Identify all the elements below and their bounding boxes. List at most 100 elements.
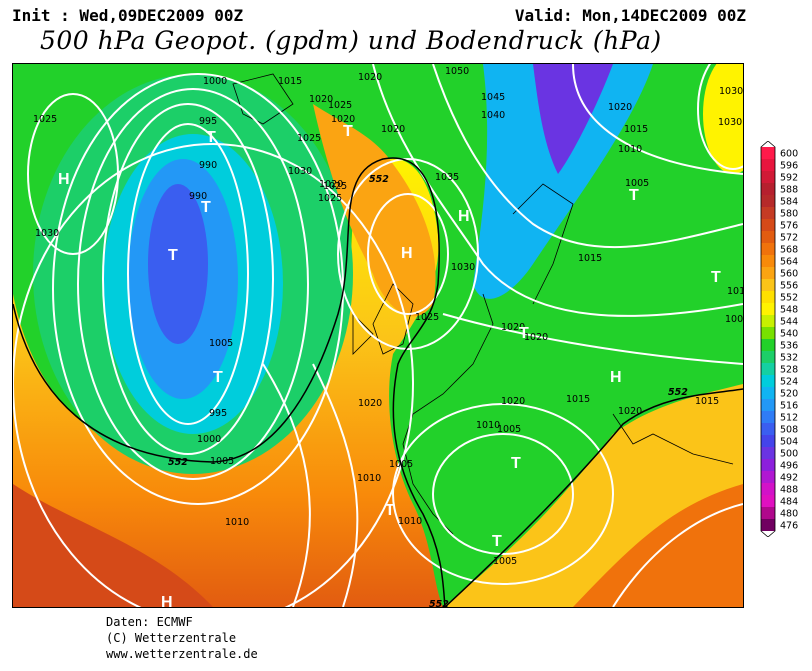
legend-swatch: [761, 195, 775, 207]
pressure-label: 1020: [358, 398, 382, 409]
legend-label: 484: [780, 497, 798, 508]
legend-swatch: [761, 507, 775, 519]
pressure-label: 1020: [358, 72, 382, 83]
legend-label: 588: [780, 185, 798, 196]
pressure-label: 1025: [328, 100, 352, 111]
pressure-label: 1020: [381, 124, 405, 135]
pressure-label: 1020: [524, 332, 548, 343]
legend-label: 480: [780, 509, 798, 520]
pressure-label: 1010: [618, 144, 642, 155]
coastlines: [232, 73, 734, 535]
legend-swatch: [761, 243, 775, 255]
legend-swatch: [761, 483, 775, 495]
pressure-labels: 1000 1005 1015 1020 1020 1050 995 1025 1…: [33, 66, 744, 567]
pressure-label: 1040: [481, 110, 505, 121]
pressure-label: 1030: [288, 166, 312, 177]
pressure-label: 1005: [209, 338, 233, 349]
low-center: T: [201, 199, 211, 216]
weather-map: 1000 1005 1015 1020 1020 1050 995 1025 1…: [12, 63, 744, 608]
pressure-label: 1000: [197, 434, 221, 445]
legend-swatch: [761, 171, 775, 183]
legend-label: 568: [780, 245, 798, 256]
legend-swatch: [761, 231, 775, 243]
pressure-label: 1015: [727, 286, 744, 297]
legend-swatch: [761, 303, 775, 315]
high-center: H: [401, 245, 413, 262]
low-center: T: [343, 123, 353, 140]
legend-swatch: [761, 399, 775, 411]
pressure-label: 995: [199, 116, 217, 127]
low-center: T: [213, 369, 223, 386]
legend-label: 576: [780, 221, 798, 232]
color-legend: 6005965925885845805765725685645605565525…: [760, 141, 798, 537]
legend-swatch: [761, 423, 775, 435]
legend-label: 520: [780, 389, 798, 400]
legend-swatch: [761, 339, 775, 351]
warm-region: [13, 158, 443, 607]
pressure-label: 1025: [415, 312, 439, 323]
legend-swatch: [761, 291, 775, 303]
pressure-label: 1015: [578, 253, 602, 264]
legend-swatch: [761, 519, 775, 531]
legend-label: 592: [780, 173, 798, 184]
isobars: [13, 64, 743, 607]
low-center: T: [385, 502, 395, 519]
legend-swatch: [761, 159, 775, 171]
legend-swatch: [761, 459, 775, 471]
pressure-label: 1045: [481, 92, 505, 103]
legend-swatch: [761, 363, 775, 375]
legend-label: 504: [780, 437, 798, 448]
low-center: T: [519, 325, 529, 342]
pressure-label: 1030: [451, 262, 475, 273]
contour-label: 552: [168, 457, 188, 468]
legend-label: 600: [780, 149, 798, 160]
pressure-label: 990: [189, 191, 207, 202]
warm-region-east-inner: [573, 484, 743, 607]
low-center: T: [206, 129, 216, 146]
high-center: H: [161, 594, 173, 608]
low-center: T: [492, 533, 502, 550]
pressure-label: 1020: [501, 396, 525, 407]
legend-label: 536: [780, 341, 798, 352]
contour-552: [13, 157, 446, 607]
contour-552-east: [444, 388, 743, 607]
high-center: H: [458, 208, 470, 225]
legend-label: 544: [780, 317, 798, 328]
valid-time: Valid: Mon,14DEC2009 00Z: [514, 6, 746, 25]
pressure-label: 1010: [225, 517, 249, 528]
pressure-label: 995: [209, 408, 227, 419]
legend-swatch: [761, 219, 775, 231]
legend-label: 548: [780, 305, 798, 316]
legend-label: 540: [780, 329, 798, 340]
pressure-label: 1035: [435, 172, 459, 183]
legend-label: 508: [780, 425, 798, 436]
pressure-label: 1030: [35, 228, 59, 239]
legend-label: 476: [780, 521, 798, 532]
legend-swatch: [761, 387, 775, 399]
high-center: H: [58, 171, 70, 188]
legend-label: 560: [780, 269, 798, 280]
legend-label: 556: [780, 281, 798, 292]
ne-corner-high: [703, 64, 743, 174]
legend-label: 496: [780, 461, 798, 472]
legend-swatch: [761, 447, 775, 459]
legend-label: 516: [780, 401, 798, 412]
legend-label: 528: [780, 365, 798, 376]
pressure-label: 990: [199, 160, 217, 171]
contour-label: 552: [429, 599, 449, 608]
legend-label: 492: [780, 473, 798, 484]
pressure-label: 1015: [695, 396, 719, 407]
pressure-label: 1025: [323, 181, 347, 192]
pressure-label: 1005: [493, 556, 517, 567]
legend-swatch: [761, 327, 775, 339]
website-url: www.wetterzentrale.de: [106, 647, 258, 661]
legend-swatch: [761, 411, 775, 423]
legend-swatch: [761, 375, 775, 387]
legend-label: 500: [780, 449, 798, 460]
legend-label: 596: [780, 161, 798, 172]
legend-swatch: [761, 267, 775, 279]
legend-outline: [760, 141, 776, 537]
pressure-label: 1005: [625, 178, 649, 189]
legend-swatch: [761, 279, 775, 291]
legend-items: 6005965925885845805765725685645605565525…: [760, 141, 798, 537]
